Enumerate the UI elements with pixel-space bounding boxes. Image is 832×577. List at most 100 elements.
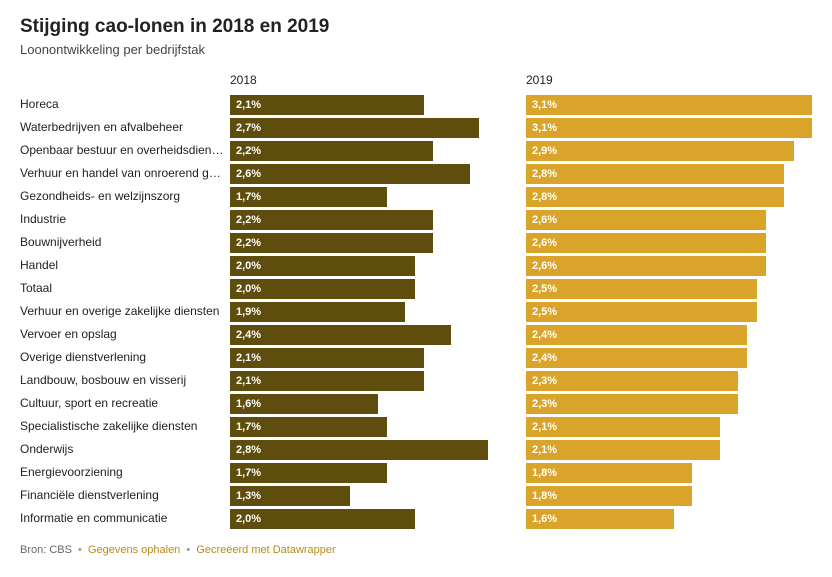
- bar-2019: 2,5%: [526, 302, 757, 322]
- bar-cell-2018: 2,2%: [230, 139, 516, 162]
- bar-cell-2019: 2,6%: [526, 254, 812, 277]
- bar-cell-2018: 2,7%: [230, 116, 516, 139]
- category-label: Totaal: [20, 277, 230, 300]
- footer-separator: •: [78, 544, 82, 556]
- bar-2018: 2,0%: [230, 256, 415, 276]
- bar-2018: 1,9%: [230, 302, 405, 322]
- bar-2019: 2,8%: [526, 164, 784, 184]
- bar-cell-2019: 2,6%: [526, 208, 812, 231]
- grouped-bar-chart: 20182019Horeca2,1%3,1%Waterbedrijven en …: [20, 73, 812, 530]
- category-label: Bouwnijverheid: [20, 231, 230, 254]
- bar-2019: 1,8%: [526, 486, 692, 506]
- bar-cell-2019: 3,1%: [526, 93, 812, 116]
- bar-cell-2019: 2,8%: [526, 185, 812, 208]
- bar-2018: 2,6%: [230, 164, 470, 184]
- footer-link-datawrapper[interactable]: Gecreëerd met Datawrapper: [196, 544, 335, 556]
- bar-2018: 2,1%: [230, 371, 424, 391]
- category-label: Onderwijs: [20, 438, 230, 461]
- bar-2019: 3,1%: [526, 95, 812, 115]
- bar-cell-2018: 2,0%: [230, 507, 516, 530]
- bar-2019: 2,8%: [526, 187, 784, 207]
- bar-cell-2019: 1,8%: [526, 461, 812, 484]
- bar-cell-2018: 2,0%: [230, 277, 516, 300]
- category-label: Energievoorziening: [20, 461, 230, 484]
- category-label: Vervoer en opslag: [20, 323, 230, 346]
- bar-cell-2018: 2,0%: [230, 254, 516, 277]
- bar-2018: 2,2%: [230, 233, 433, 253]
- bar-2019: 2,1%: [526, 440, 720, 460]
- bar-2018: 2,0%: [230, 279, 415, 299]
- chart-subtitle: Loonontwikkeling per bedrijfstak: [20, 42, 812, 57]
- category-label: Specialistische zakelijke diensten: [20, 415, 230, 438]
- bar-cell-2018: 2,6%: [230, 162, 516, 185]
- bar-cell-2019: 2,9%: [526, 139, 812, 162]
- bar-cell-2019: 1,6%: [526, 507, 812, 530]
- bar-2018: 2,0%: [230, 509, 415, 529]
- bar-cell-2018: 1,9%: [230, 300, 516, 323]
- bar-2018: 2,2%: [230, 210, 433, 230]
- column-header-2019: 2019: [526, 73, 812, 93]
- bar-cell-2018: 2,1%: [230, 346, 516, 369]
- category-label: Landbouw, bosbouw en visserij: [20, 369, 230, 392]
- category-label: Cultuur, sport en recreatie: [20, 392, 230, 415]
- bar-2018: 2,7%: [230, 118, 479, 138]
- bar-2019: 1,6%: [526, 509, 674, 529]
- bar-2019: 2,3%: [526, 394, 738, 414]
- footer-separator: •: [186, 544, 190, 556]
- bar-2018: 2,4%: [230, 325, 451, 345]
- bar-2018: 2,1%: [230, 95, 424, 115]
- bar-cell-2018: 2,1%: [230, 369, 516, 392]
- bar-cell-2019: 2,4%: [526, 323, 812, 346]
- category-label: Waterbedrijven en afvalbeheer: [20, 116, 230, 139]
- bar-cell-2019: 2,6%: [526, 231, 812, 254]
- bar-cell-2019: 2,3%: [526, 369, 812, 392]
- bar-2018: 2,8%: [230, 440, 488, 460]
- bar-2018: 1,7%: [230, 417, 387, 437]
- bar-2018: 2,2%: [230, 141, 433, 161]
- bar-cell-2019: 1,8%: [526, 484, 812, 507]
- category-label: Overige dienstverlening: [20, 346, 230, 369]
- category-label: Gezondheids- en welzijnszorg: [20, 185, 230, 208]
- bar-cell-2019: 3,1%: [526, 116, 812, 139]
- bar-2019: 2,5%: [526, 279, 757, 299]
- bar-cell-2018: 2,1%: [230, 93, 516, 116]
- bar-2019: 3,1%: [526, 118, 812, 138]
- bar-cell-2019: 2,3%: [526, 392, 812, 415]
- bar-cell-2019: 2,8%: [526, 162, 812, 185]
- category-label: Handel: [20, 254, 230, 277]
- bar-2019: 1,8%: [526, 463, 692, 483]
- category-label: Openbaar bestuur en overheidsdiensten: [20, 139, 230, 162]
- bar-cell-2018: 2,8%: [230, 438, 516, 461]
- footer-source: Bron: CBS: [20, 544, 72, 556]
- bar-cell-2018: 2,4%: [230, 323, 516, 346]
- chart-title: Stijging cao-lonen in 2018 en 2019: [20, 16, 812, 38]
- bar-2019: 2,6%: [526, 210, 766, 230]
- bar-cell-2019: 2,5%: [526, 300, 812, 323]
- chart-footer: Bron: CBS • Gegevens ophalen • Gecreëerd…: [20, 544, 812, 556]
- bar-2019: 2,4%: [526, 348, 747, 368]
- category-label: Verhuur en handel van onroerend goed: [20, 162, 230, 185]
- column-header-2018: 2018: [230, 73, 516, 93]
- category-label: Informatie en communicatie: [20, 507, 230, 530]
- bar-2019: 2,9%: [526, 141, 794, 161]
- bar-2019: 2,6%: [526, 256, 766, 276]
- bar-cell-2018: 1,7%: [230, 185, 516, 208]
- footer-link-data[interactable]: Gegevens ophalen: [88, 544, 180, 556]
- bar-2018: 1,7%: [230, 187, 387, 207]
- bar-cell-2019: 2,4%: [526, 346, 812, 369]
- bar-2018: 1,3%: [230, 486, 350, 506]
- bar-cell-2018: 2,2%: [230, 208, 516, 231]
- category-label: Financiële dienstverlening: [20, 484, 230, 507]
- bar-2018: 2,1%: [230, 348, 424, 368]
- bar-2018: 1,7%: [230, 463, 387, 483]
- bar-cell-2018: 1,6%: [230, 392, 516, 415]
- bar-2019: 2,6%: [526, 233, 766, 253]
- bar-cell-2018: 1,3%: [230, 484, 516, 507]
- bar-cell-2018: 1,7%: [230, 415, 516, 438]
- bar-cell-2019: 2,1%: [526, 415, 812, 438]
- bar-2019: 2,4%: [526, 325, 747, 345]
- category-label: Industrie: [20, 208, 230, 231]
- category-label: Verhuur en overige zakelijke diensten: [20, 300, 230, 323]
- bar-2018: 1,6%: [230, 394, 378, 414]
- bar-2019: 2,3%: [526, 371, 738, 391]
